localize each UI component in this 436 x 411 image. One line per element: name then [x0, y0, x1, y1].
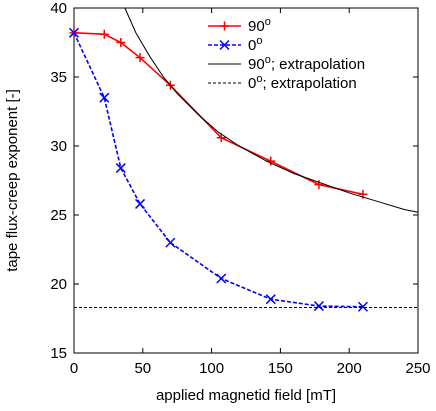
x-tick-label: 100	[199, 360, 224, 377]
legend-label-0: 90o	[248, 16, 271, 35]
y-tick-label: 35	[50, 69, 67, 86]
legend-label-superscript: o	[265, 54, 271, 66]
x-tick-label: 200	[337, 360, 362, 377]
series-line-1	[73, 32, 363, 308]
data-point	[135, 53, 145, 63]
legend-label-superscript: o	[265, 16, 271, 28]
series-line-2	[124, 7, 419, 213]
data-point	[314, 180, 324, 190]
plot-border	[73, 7, 419, 354]
series-0	[69, 28, 368, 199]
data-point	[99, 29, 109, 39]
data-point	[216, 273, 227, 284]
x-tick-label: 250	[405, 360, 430, 377]
legend-label-2: 90o; extrapolation	[248, 54, 365, 73]
series-layer	[68, 7, 419, 312]
y-tick-label: 15	[50, 345, 67, 362]
x-tick-label: 150	[268, 360, 293, 377]
legend-label-suffix: ; extrapolation	[271, 56, 365, 73]
y-axis-title: tape flux-creep exponent [-]	[4, 89, 21, 272]
legend-label-superscript: o	[256, 73, 262, 85]
legend-marker-1	[219, 39, 230, 51]
data-point	[135, 198, 146, 209]
data-point	[68, 27, 80, 38]
legend-label-base: 90	[248, 56, 265, 73]
data-point	[115, 163, 126, 174]
data-point	[313, 301, 324, 312]
data-point	[99, 92, 110, 103]
plot-frame	[73, 7, 419, 354]
legend-entry-2: 90o; extrapolation	[208, 54, 365, 73]
x-tick-label: 50	[134, 360, 151, 377]
legend-label-3: 0o; extrapolation	[248, 73, 357, 92]
legend-label-base: 0	[248, 37, 256, 54]
y-tick-label: 25	[50, 207, 67, 224]
legend-label-superscript: o	[256, 35, 262, 47]
legend-label-1: 0o	[248, 35, 262, 54]
data-point	[116, 38, 126, 47]
legend-label-suffix: ; extrapolation	[262, 75, 356, 92]
y-tick-label: 30	[50, 138, 67, 155]
y-tick-label: 40	[50, 0, 67, 17]
series-1	[68, 27, 368, 312]
data-point	[216, 133, 226, 143]
y-tick-label: 20	[50, 276, 67, 293]
legend-label-base: 90	[248, 18, 265, 35]
ticks: 0 50 100 150 200 250 15 20 25 30 35 40	[50, 0, 430, 377]
x-axis-title: applied magnetid field [mT]	[156, 387, 336, 404]
series-2	[124, 7, 419, 213]
data-point	[265, 294, 276, 305]
x-tick-label: 0	[70, 360, 78, 377]
legend-entry-3: 0o; extrapolation	[208, 73, 357, 92]
legend-entry-0: 90o	[208, 16, 271, 35]
legend-marker-0	[220, 21, 229, 31]
data-point	[165, 237, 176, 248]
data-point	[357, 301, 368, 312]
legend-entry-1: 0o	[208, 35, 262, 54]
legend-label-base: 0	[248, 75, 256, 92]
